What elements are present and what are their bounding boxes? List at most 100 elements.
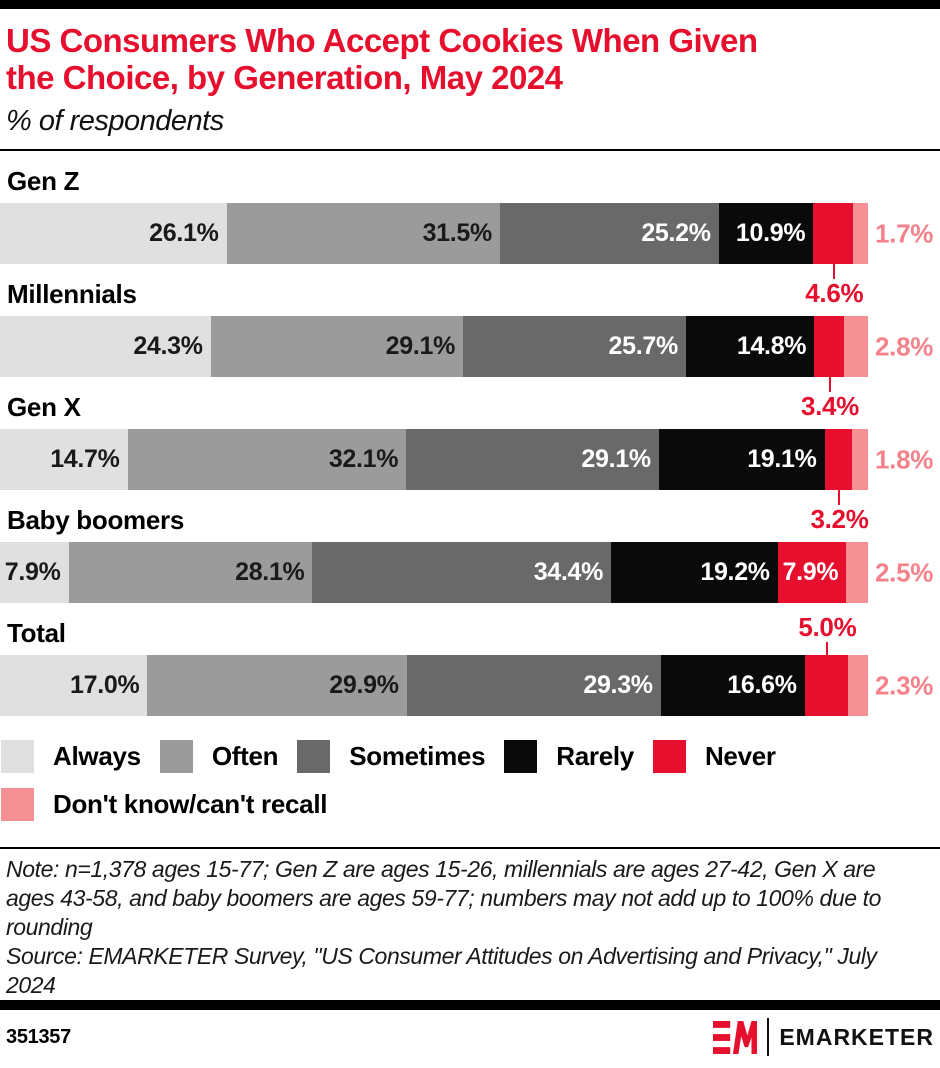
segment-value-label: 28.1% [235,558,305,586]
never-callout: 3.4% [801,377,859,421]
brand-lockup: EMARKETER [713,1018,934,1056]
chart-subtitle: % of respondents [6,105,224,137]
bottom-black-bar [0,1000,940,1010]
category-label: Baby boomers [7,505,185,535]
legend-item: Always [1,740,141,773]
top-black-bar [0,0,940,9]
category-label: Total [7,618,66,648]
segment-value-label: 29.1% [581,445,651,473]
notes-divider [0,847,940,849]
segment-value-label: 25.2% [641,219,711,247]
legend-swatch [504,740,538,773]
legend-swatch [1,740,34,773]
bar-segment-always: 26.1% [0,203,227,264]
bar-segment-rarely: 10.9% [718,203,814,264]
bar-segment-don-t-know-can-t-recall [853,203,868,264]
legend-item: Rarely [504,740,634,773]
never-callout-line [828,377,831,392]
bar-segment-don-t-know-can-t-recall [848,655,868,716]
chart-notes: Note: n=1,378 ages 15-77; Gen Z are ages… [0,855,908,1000]
bar-segment-sometimes: 25.2% [499,203,719,264]
segment-value-label: 14.7% [50,445,120,473]
chart-title: US Consumers Who Accept Cookies When Giv… [6,22,932,96]
bar-segment-sometimes: 25.7% [463,316,686,377]
chart-row: Total 17.0% 29.9% 29.3% 16.6% 2.3% 5.0% [0,612,940,716]
category-label: Gen X [7,392,81,422]
legend-label: Rarely [556,741,634,771]
segment-value-label: 17.0% [70,671,140,699]
segment-value-label: 16.6% [727,671,797,699]
bar-segment-don-t-know-can-t-recall [843,316,868,377]
stacked-bar: 7.9% 28.1% 34.4% 19.2% 7.9% [0,542,869,603]
source-text: Source: EMARKETER Survey, "US Consumer A… [6,943,877,998]
segment-value-label: 7.9% [782,558,839,586]
bar-segment-never [813,203,854,264]
segment-value-label: 26.1% [149,219,219,247]
chart-header: US Consumers Who Accept Cookies When Giv… [0,9,940,139]
brand-divider [767,1018,770,1056]
segment-value-label: 31.5% [422,219,493,247]
segment-value-label: 24.3% [133,332,203,360]
stacked-bar: 17.0% 29.9% 29.3% 16.6% [0,655,868,716]
bar-wrap: 7.9% 28.1% 34.4% 19.2% 7.9% 2.5% [0,542,940,603]
legend-row: Always Often Sometimes Rarely Never [1,740,940,773]
bar-segment-rarely: 19.2% [611,542,778,603]
bar-segment-never [804,655,849,716]
bar-wrap: 26.1% 31.5% 25.2% 10.9% 1.7% 4.6% [0,203,940,308]
header-divider [0,149,940,151]
bar-segment-never [824,429,853,490]
bar-segment-often: 29.9% [147,655,407,716]
legend-item: Sometimes [297,740,486,773]
bar-segment-always: 17.0% [0,655,148,716]
segment-value-label: 29.3% [583,671,653,699]
bar-segment-sometimes: 29.3% [406,655,661,716]
dont-know-value-label: 1.7% [875,218,934,248]
legend-item: Never [652,740,776,773]
bar-segment-always: 14.7% [0,429,128,490]
legend-label: Sometimes [349,741,486,771]
segment-value-label: 25.7% [608,332,679,360]
bar-segment-often: 28.1% [68,542,313,603]
segment-value-label: 19.1% [747,445,817,473]
segment-value-label: 19.2% [700,558,770,586]
never-callout: 4.6% [805,264,864,308]
legend-label: Don't know/can't recall [53,789,328,819]
segment-value-label: 34.4% [533,558,604,586]
bar-segment-rarely: 14.8% [685,316,815,377]
never-value-label: 3.2% [810,504,869,534]
bar-segment-always: 24.3% [0,316,211,377]
dont-know-value-label: 2.5% [875,557,934,587]
chart-legend: Always Often Sometimes Rarely Never Don't kno… [0,740,940,821]
segment-value-label: 29.9% [329,671,399,699]
never-callout: 3.2% [810,490,869,534]
legend-swatch [652,740,686,773]
bar-segment-always: 7.9% [0,542,69,603]
legend-swatch [1,788,34,821]
stacked-bar: 14.7% 32.1% 29.1% 19.1% [0,429,868,490]
legend-item: Often [159,740,279,773]
chart-row: Millennials 24.3% 29.1% 25.7% 14.8% 2.8% 3.4% [0,278,940,421]
category-label: Millennials [7,279,137,309]
chart-footer: 351357 EMARKETER [0,1017,940,1057]
chart-row: Gen X 14.7% 32.1% 29.1% 19.1% 1.8% 3.2% [0,391,940,534]
bar-wrap: 17.0% 29.9% 29.3% 16.6% 2.3% 5.0% [0,612,940,716]
segment-value-label: 32.1% [328,445,399,473]
legend-label: Often [211,741,279,771]
category-label: Gen Z [7,166,80,196]
chart-row: Gen Z 26.1% 31.5% 25.2% 10.9% 1.7% 4.6% [0,165,940,308]
emarketer-logo-icon [713,1020,758,1054]
bar-segment-sometimes: 34.4% [312,542,612,603]
segment-value-label: 7.9% [4,558,61,586]
bar-segment-sometimes: 29.1% [406,429,659,490]
legend-swatch [297,740,331,773]
segment-value-label: 10.9% [735,219,806,247]
bar-wrap: 24.3% 29.1% 25.7% 14.8% 2.8% 3.4% [0,316,940,421]
bar-segment-often: 31.5% [226,203,500,264]
segment-value-label: 14.8% [736,332,807,360]
never-callout: 5.0% [798,612,857,655]
bar-segment-often: 29.1% [210,316,464,377]
stacked-bar: 26.1% 31.5% 25.2% 10.9% [0,203,868,264]
legend-swatch [159,740,193,773]
never-callout-line [838,490,841,505]
dont-know-value-label: 2.8% [875,331,934,361]
